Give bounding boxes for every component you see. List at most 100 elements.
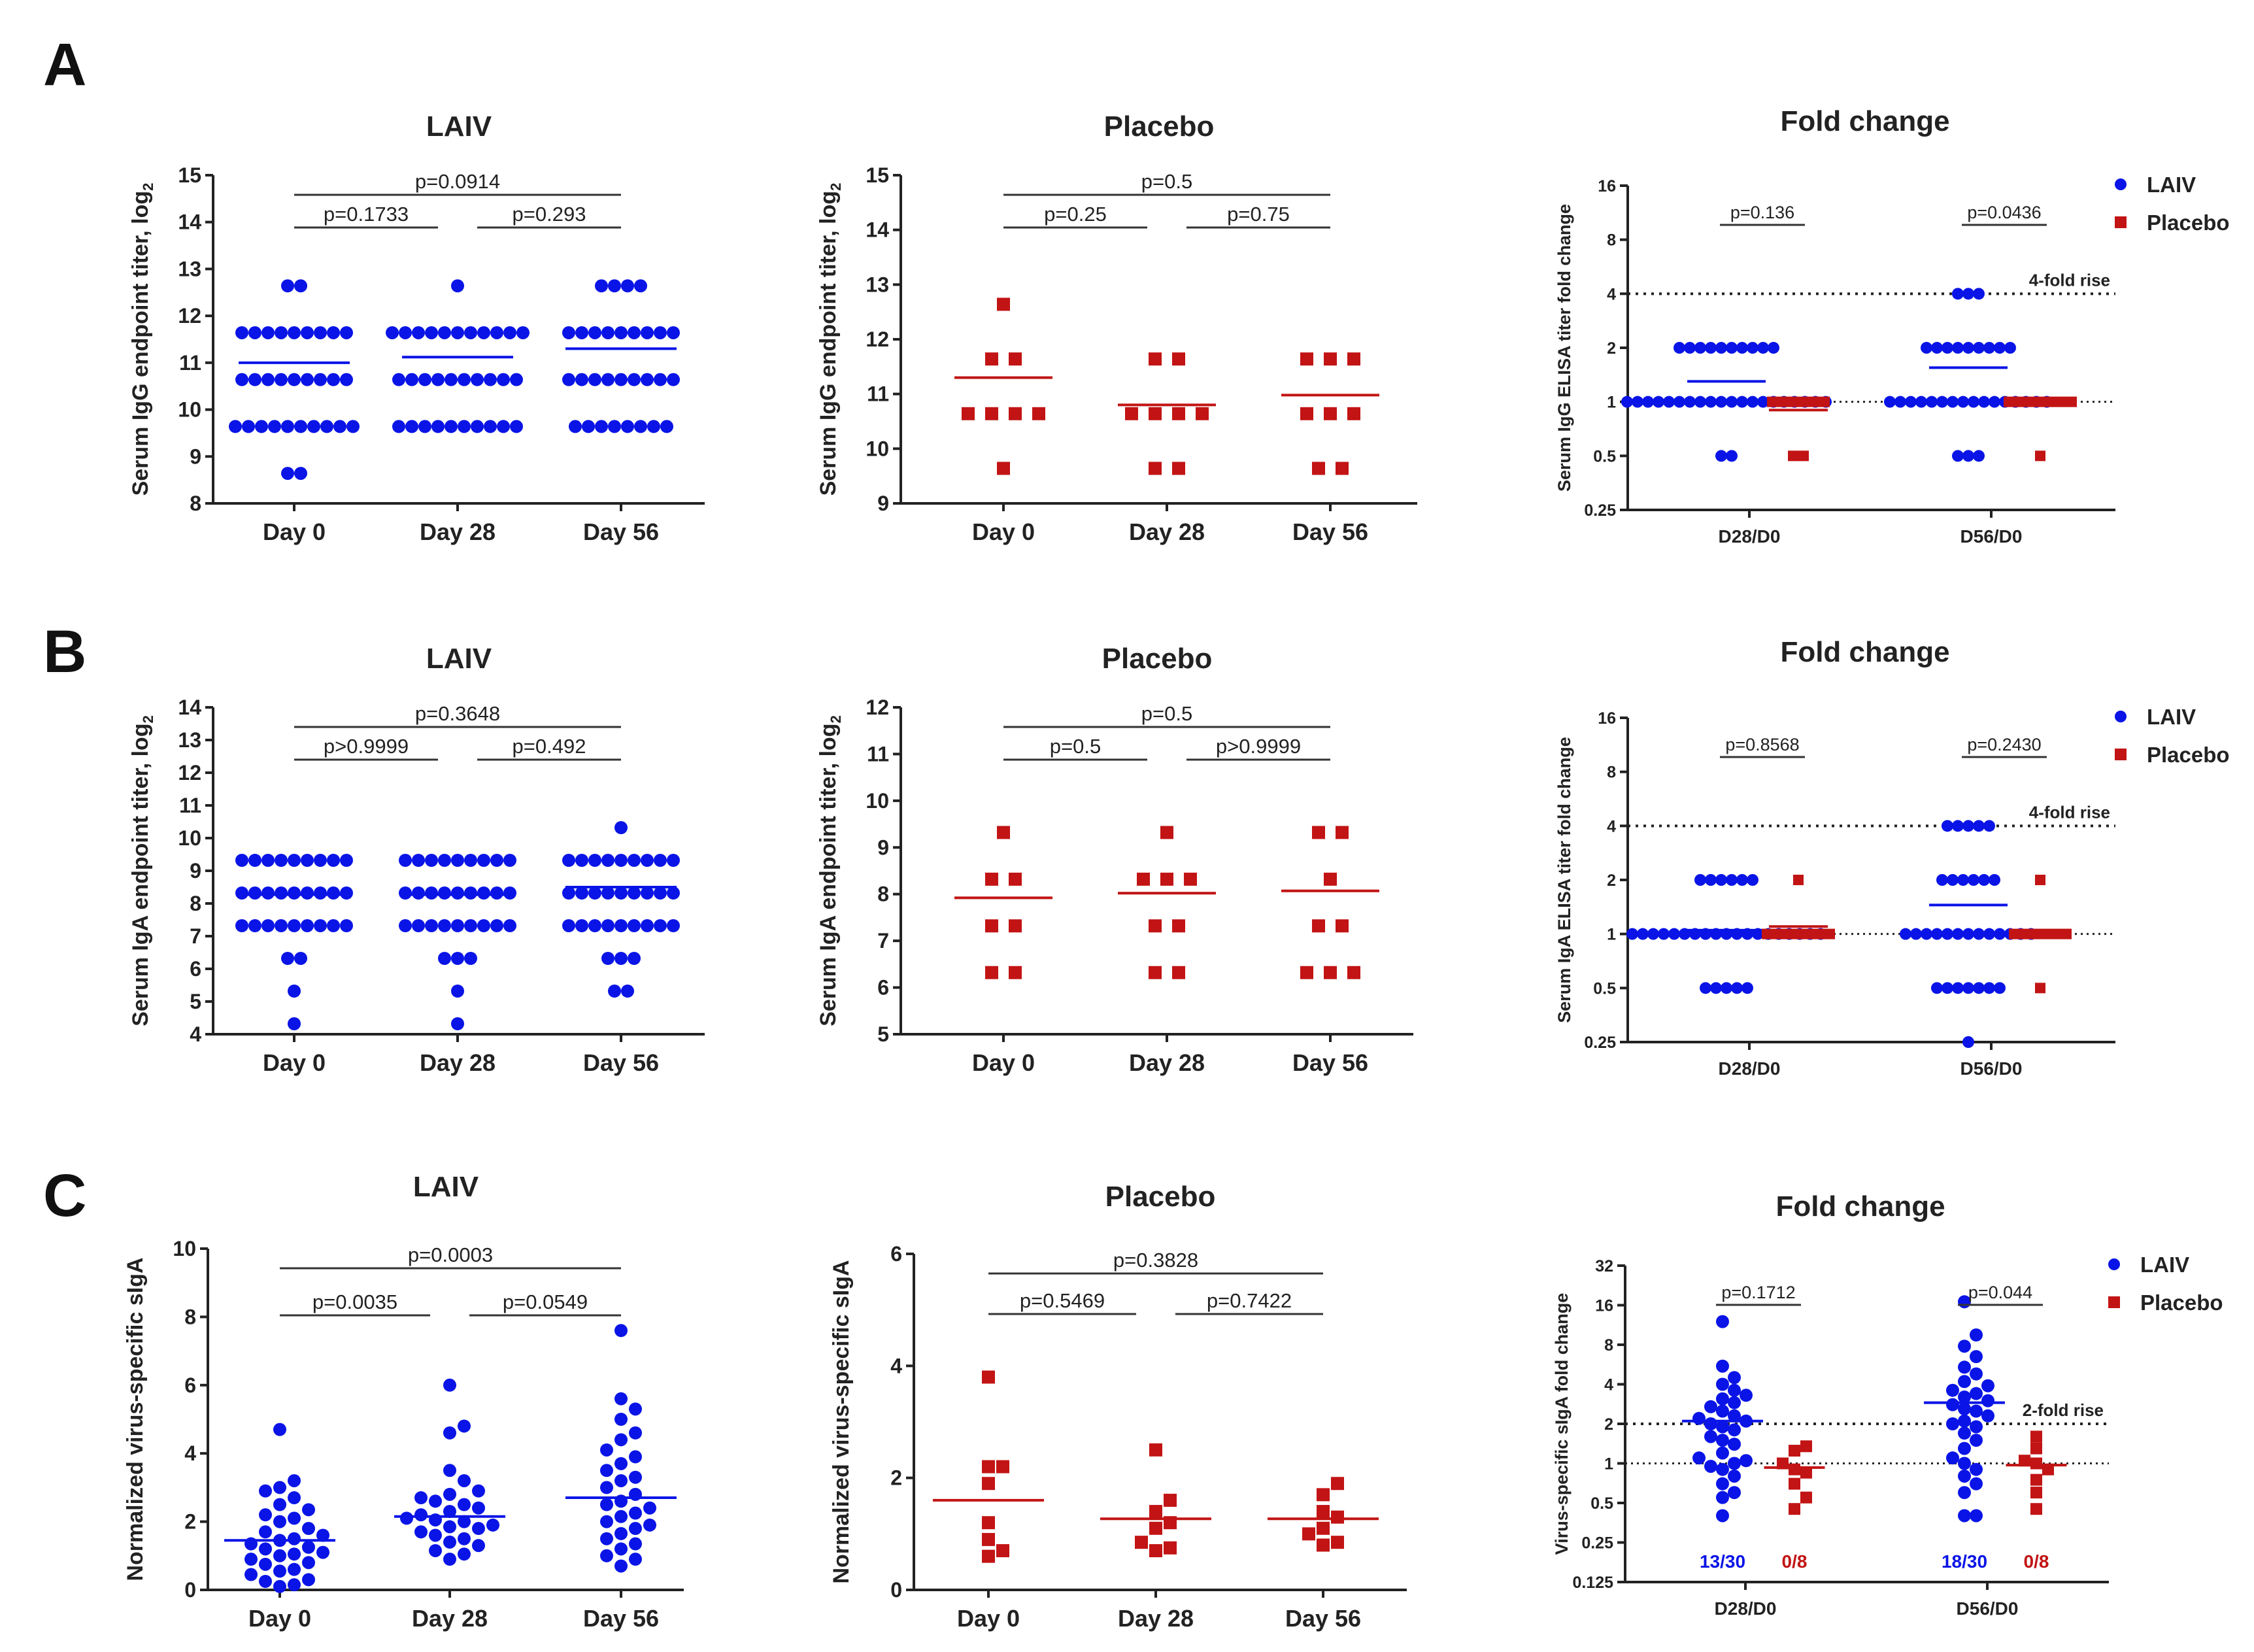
data-point	[1684, 342, 1696, 354]
data-point	[301, 326, 314, 339]
panel-letter-a: A	[43, 31, 86, 98]
data-point	[1009, 872, 1022, 886]
data-point	[405, 420, 418, 433]
data-point	[2030, 1474, 2042, 1486]
data-point	[464, 919, 477, 932]
data-point	[985, 352, 998, 366]
data-point	[438, 886, 451, 900]
y-tick-label: 0	[890, 1578, 902, 1602]
data-point	[1736, 396, 1748, 408]
p-value-label: p>0.9999	[324, 735, 409, 758]
data-point	[301, 854, 314, 867]
data-point	[2035, 983, 2045, 994]
data-point	[1716, 1315, 1729, 1328]
legend-label-placebo: Placebo	[2140, 1290, 2223, 1315]
data-point	[588, 373, 601, 386]
data-point	[643, 1501, 656, 1515]
data-point	[982, 1460, 995, 1474]
data-point	[302, 1522, 315, 1536]
y-axis-label: Serum IgA endpoint titer, log2	[816, 715, 844, 1026]
data-point	[614, 1559, 628, 1573]
data-point	[1957, 874, 1969, 886]
data-point	[1958, 1375, 1971, 1389]
data-point	[1728, 1383, 1741, 1397]
data-point	[614, 919, 628, 932]
p-value-label: p=0.0436	[1967, 203, 2041, 222]
data-point	[2035, 875, 2045, 885]
data-point	[1905, 396, 1917, 408]
data-point	[425, 326, 438, 339]
data-point	[244, 1553, 258, 1566]
data-point	[996, 1544, 1009, 1558]
chart-title: Placebo	[1102, 643, 1213, 675]
p-value-label: p=0.8568	[1725, 735, 1799, 754]
data-point	[301, 919, 314, 932]
y-tick-label: 12	[178, 761, 201, 784]
data-point	[1994, 928, 2006, 940]
y-tick-label: 2	[184, 1510, 196, 1534]
y-tick-label: 11	[867, 742, 889, 766]
y-tick-label: 15	[178, 163, 201, 187]
data-point	[582, 420, 595, 433]
data-point	[1910, 928, 1922, 940]
x-category-label: Day 56	[1292, 1049, 1368, 1076]
data-point	[2035, 450, 2045, 462]
data-point	[1692, 1411, 1706, 1425]
data-point	[629, 1402, 642, 1416]
data-point	[486, 1518, 499, 1532]
legend: LAIV Placebo	[2108, 1253, 2223, 1315]
data-point	[288, 1474, 301, 1487]
data-point	[1757, 396, 1769, 408]
legend-label-placebo: Placebo	[2147, 743, 2230, 767]
data-point	[503, 886, 516, 900]
y-tick-label: 9	[190, 859, 201, 883]
p-value-label: p=0.2430	[1967, 735, 2041, 754]
y-tick-label: 9	[190, 445, 201, 468]
y-tick-label: 10	[866, 437, 889, 460]
data-point	[1149, 407, 1162, 420]
y-tick-label: 0.25	[1581, 1534, 1613, 1553]
y-tick-label: 32	[1595, 1257, 1613, 1275]
data-point	[1716, 1446, 1729, 1460]
data-point	[1788, 396, 1798, 407]
data-point	[261, 326, 275, 339]
legend-label-laiv: LAIV	[2147, 173, 2196, 197]
data-point	[2019, 1455, 2030, 1467]
data-point	[1324, 352, 1337, 366]
data-point	[628, 854, 641, 867]
data-point	[588, 854, 601, 867]
y-axis-label: Normalized virus-specific sIgA	[123, 1257, 148, 1581]
data-point	[458, 1474, 471, 1487]
y-tick-label: 10	[178, 398, 201, 422]
data-point	[1710, 982, 1722, 994]
y-tick-label: 4	[890, 1354, 902, 1377]
data-point	[412, 854, 425, 867]
data-point	[1970, 1328, 1983, 1342]
data-point	[1668, 928, 1680, 940]
data-point	[1740, 1389, 1753, 1402]
data-point	[340, 854, 353, 867]
x-category-label: Day 0	[248, 1605, 311, 1632]
y-tick-label: 0.5	[1593, 447, 1616, 465]
y-tick-label: 11	[179, 794, 201, 817]
y-tick-label: 8	[184, 1305, 196, 1328]
data-point	[601, 854, 614, 867]
data-point	[600, 1498, 613, 1511]
data-point	[1172, 919, 1185, 933]
data-point	[451, 952, 464, 965]
data-point	[490, 919, 503, 932]
data-point	[1347, 407, 1360, 420]
data-point	[1324, 407, 1337, 420]
data-point	[1981, 1409, 1994, 1423]
data-point	[1653, 396, 1664, 408]
data-point	[288, 373, 301, 386]
data-point	[1978, 396, 1990, 408]
x-category-label: Day 56	[1292, 518, 1368, 545]
data-point	[634, 420, 647, 433]
data-point	[1149, 462, 1162, 475]
x-category-label: D56/D0	[1960, 1058, 2023, 1079]
data-point	[1300, 352, 1313, 366]
y-axis-label: Serum IgG ELISA titer fold change	[1555, 204, 1574, 492]
data-point	[600, 1515, 613, 1528]
